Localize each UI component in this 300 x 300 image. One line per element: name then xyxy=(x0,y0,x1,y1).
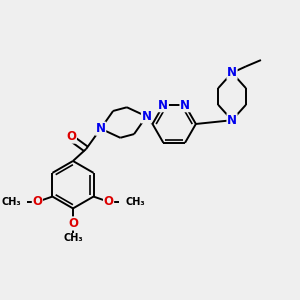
Text: O: O xyxy=(66,130,76,143)
Text: O: O xyxy=(103,195,113,208)
Text: CH₃: CH₃ xyxy=(1,197,21,207)
Text: N: N xyxy=(227,66,237,79)
Text: O: O xyxy=(68,217,78,230)
Text: N: N xyxy=(142,110,152,123)
Text: O: O xyxy=(32,195,42,208)
Text: CH₃: CH₃ xyxy=(125,197,145,207)
Text: N: N xyxy=(227,114,237,127)
Text: N: N xyxy=(158,99,168,112)
Text: CH₃: CH₃ xyxy=(63,233,83,244)
Text: N: N xyxy=(96,122,106,135)
Text: N: N xyxy=(180,99,190,112)
